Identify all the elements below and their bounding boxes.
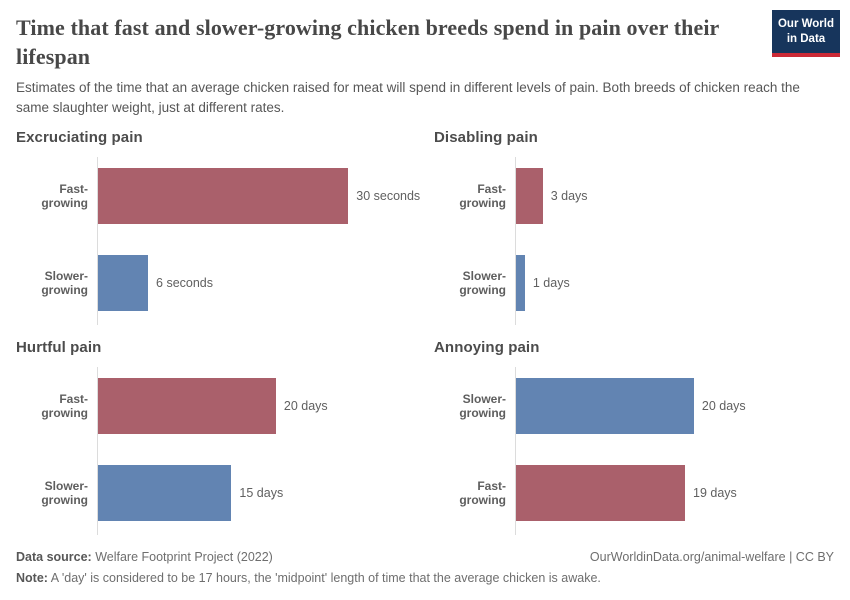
bar-row: Fast-growing 3 days — [434, 168, 838, 225]
bar-track: 30 seconds — [98, 168, 421, 225]
bar-track: 6 seconds — [98, 255, 420, 312]
chart-subtitle: Estimates of the time that an average ch… — [16, 80, 800, 115]
bar-track: 1 days — [516, 255, 838, 312]
bar-row: Slower-growing 20 days — [434, 378, 838, 435]
bar-track: 3 days — [516, 168, 838, 225]
panels-grid: Excruciating pain Fast-growing 30 second… — [0, 129, 850, 536]
y-axis-line — [515, 367, 516, 536]
bar — [516, 378, 694, 435]
chart-title: Time that fast and slower-growing chicke… — [16, 15, 719, 69]
note-label: Note: — [16, 571, 48, 586]
bar-value-label: 15 days — [239, 486, 284, 501]
note-text: A 'day' is considered to be 17 hours, th… — [47, 571, 601, 586]
bar — [98, 465, 232, 522]
pain-panel: Hurtful pain Fast-growing 20 days Slower… — [16, 339, 420, 536]
bar-value-label: 30 seconds — [356, 189, 421, 204]
chart-footer: Data source: Welfare Footprint Project (… — [0, 535, 850, 585]
bar-row: Slower-growing 6 seconds — [16, 255, 420, 312]
data-source-text: Welfare Footprint Project (2022) — [91, 550, 273, 565]
panel-title: Excruciating pain — [16, 129, 143, 147]
bar-track: 20 days — [516, 378, 838, 435]
bar-track: 20 days — [98, 378, 420, 435]
bar-row-label: Slower-growing — [41, 479, 88, 508]
bar-row-label: Fast-growing — [459, 182, 506, 211]
panel-chart: Slower-growing 20 days Fast-growing 19 d… — [434, 367, 838, 536]
bar-row: Slower-growing 1 days — [434, 255, 838, 312]
bar-track: 19 days — [516, 465, 838, 522]
bar — [516, 168, 543, 225]
owid-logo-line1: Our World — [777, 18, 834, 30]
bar-row-label: Fast-growing — [41, 392, 88, 421]
chart-header: Time that fast and slower-growing chicke… — [0, 0, 850, 117]
bar — [516, 255, 525, 312]
bar-value-label: 6 seconds — [156, 276, 214, 291]
bar-row-label: Slower-growing — [459, 392, 506, 421]
bar-value-label: 1 days — [532, 276, 570, 291]
bar-value-label: 19 days — [693, 486, 737, 501]
bar — [516, 465, 686, 522]
bar-row: Fast-growing 30 seconds — [16, 168, 421, 225]
y-axis-line — [97, 367, 98, 536]
pain-panel: Annoying pain Slower-growing 20 days Fas… — [434, 339, 838, 536]
owid-logo: Our World in Data — [772, 10, 840, 57]
panel-title: Hurtful pain — [16, 339, 102, 357]
pain-panel: Excruciating pain Fast-growing 30 second… — [16, 129, 421, 326]
pain-panel: Disabling pain Fast-growing 3 days Slowe… — [434, 129, 838, 326]
y-axis-line — [97, 157, 98, 326]
bar-row: Fast-growing 19 days — [434, 465, 838, 522]
bar-row: Slower-growing 15 days — [16, 465, 420, 522]
bar-row-label: Fast-growing — [459, 479, 506, 508]
bar-row-label: Slower-growing — [41, 269, 88, 298]
bar — [98, 378, 276, 435]
bar — [98, 168, 349, 225]
owid-logo-line2: in Data — [786, 32, 826, 45]
panel-chart: Fast-growing 3 days Slower-growing 1 day… — [434, 157, 838, 326]
y-axis-line — [515, 157, 516, 326]
data-source: Data source: Welfare Footprint Project (… — [16, 550, 273, 564]
rights-notice: OurWorldinData.org/animal-welfare | CC B… — [589, 550, 834, 565]
bar-value-label: 20 days — [701, 399, 746, 414]
bar-value-label: 20 days — [283, 399, 328, 414]
bar-row: Fast-growing 20 days — [16, 378, 420, 435]
data-source-label: Data source: — [16, 550, 92, 565]
panel-chart: Fast-growing 30 seconds Slower-growing 6… — [16, 157, 421, 326]
bar-value-label: 3 days — [550, 189, 588, 204]
bar — [98, 255, 149, 312]
panel-title: Disabling pain — [434, 129, 538, 147]
footer-note-line: Note: A 'day' is considered to be 17 hou… — [16, 571, 834, 585]
footer-source-line: Data source: Welfare Footprint Project (… — [16, 550, 834, 564]
bar-row-label: Fast-growing — [41, 182, 88, 211]
bar-track: 15 days — [98, 465, 420, 522]
panel-title: Annoying pain — [434, 339, 540, 357]
panel-chart: Fast-growing 20 days Slower-growing 15 d… — [16, 367, 420, 536]
bar-row-label: Slower-growing — [459, 269, 506, 298]
